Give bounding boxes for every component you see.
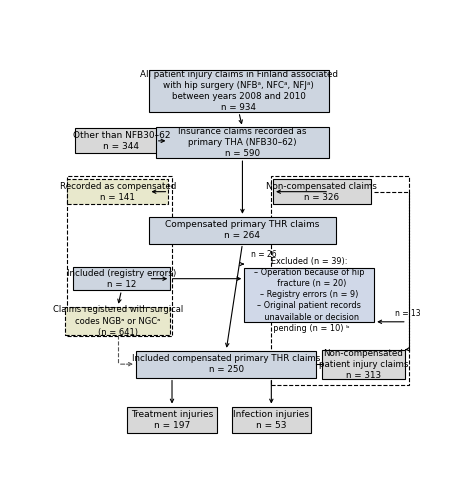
FancyBboxPatch shape xyxy=(232,406,311,434)
FancyBboxPatch shape xyxy=(156,128,329,158)
Text: Non-compensated claims
n = 326: Non-compensated claims n = 326 xyxy=(267,182,377,202)
FancyBboxPatch shape xyxy=(244,268,374,322)
FancyBboxPatch shape xyxy=(149,216,336,244)
Text: Other than NFB30–62
n = 344: Other than NFB30–62 n = 344 xyxy=(73,131,170,151)
Text: Included (registry errors)
n = 12: Included (registry errors) n = 12 xyxy=(67,268,176,288)
Text: Excluded (n = 39):
– Operation because of hip
  fracture (n = 20)
– Registry err: Excluded (n = 39): – Operation because o… xyxy=(254,257,364,332)
FancyBboxPatch shape xyxy=(273,179,370,204)
Text: Infection injuries
n = 53: Infection injuries n = 53 xyxy=(233,410,309,430)
FancyBboxPatch shape xyxy=(127,406,217,434)
Text: Recorded as compensated
n = 141: Recorded as compensated n = 141 xyxy=(60,182,176,202)
FancyBboxPatch shape xyxy=(73,267,170,290)
FancyBboxPatch shape xyxy=(136,350,316,378)
Text: All patient injury claims in Finland associated
with hip surgery (NFBᵃ, NFCᵃ, NF: All patient injury claims in Finland ass… xyxy=(140,70,338,112)
Text: Non-compensated
patient injury claims
n = 313: Non-compensated patient injury claims n … xyxy=(319,348,408,380)
FancyBboxPatch shape xyxy=(66,306,170,336)
FancyBboxPatch shape xyxy=(67,179,168,204)
Text: n = 26: n = 26 xyxy=(252,250,277,260)
FancyBboxPatch shape xyxy=(322,350,405,378)
FancyBboxPatch shape xyxy=(75,128,168,154)
Text: Treatment injuries
n = 197: Treatment injuries n = 197 xyxy=(131,410,213,430)
Text: n = 13: n = 13 xyxy=(395,309,420,318)
FancyBboxPatch shape xyxy=(149,70,329,112)
Text: Compensated primary THR claims
n = 264: Compensated primary THR claims n = 264 xyxy=(165,220,320,240)
Text: Claims registered with surgical
codes NGBᵃ or NGCᵃ
(n = 641): Claims registered with surgical codes NG… xyxy=(53,306,183,336)
Text: Included compensated primary THR claims
n = 250: Included compensated primary THR claims … xyxy=(132,354,320,374)
Text: Insurance claims recorded as
primary THA (NFB30–62)
n = 590: Insurance claims recorded as primary THA… xyxy=(178,127,307,158)
